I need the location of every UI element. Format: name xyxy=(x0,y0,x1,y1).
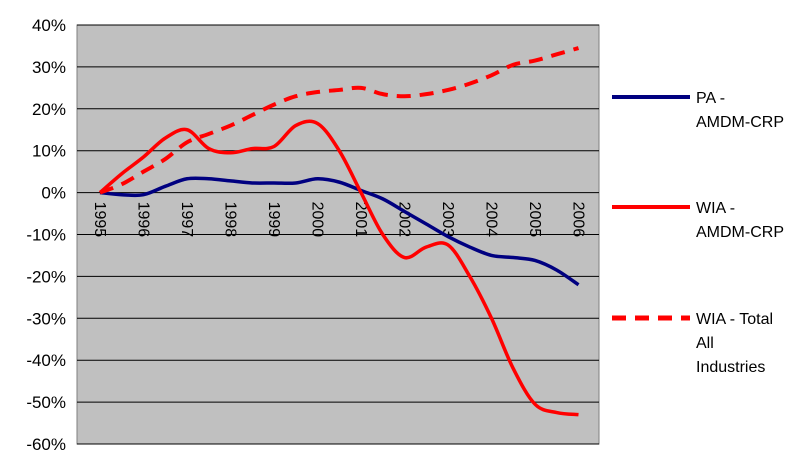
y-tick-label: -20% xyxy=(26,267,66,286)
x-axis-ticks: 1995 1996 1997 1998 1999 2000 2001 2002 2003 2004… xyxy=(91,202,587,238)
series-line-2 xyxy=(98,119,579,417)
x-tick-label: 1997 xyxy=(178,202,195,238)
y-axis-ticks: 40% 30% 20% 10% 0% -10% -20% -30% -40% -50% -60% xyxy=(26,16,66,450)
y-tick-label: 40% xyxy=(32,16,66,35)
x-tick-label: 2006 xyxy=(570,202,587,238)
x-tick-label: 2004 xyxy=(483,202,500,238)
y-tick-label: 20% xyxy=(32,100,66,119)
x-tick-label: 2000 xyxy=(309,202,326,238)
legend-label-3: All xyxy=(696,335,714,352)
x-tick-label: 2003 xyxy=(439,202,456,238)
legend-label-2: WIA - xyxy=(696,200,735,217)
y-tick-label: 10% xyxy=(32,142,66,161)
gridlines xyxy=(77,24,599,445)
y-tick-label: -10% xyxy=(26,226,66,245)
legend-label-3: Industries xyxy=(696,359,765,376)
series-line-1 xyxy=(99,176,580,287)
x-tick-label: 1996 xyxy=(135,202,152,238)
legend-label-3: WIA - Total xyxy=(696,311,773,328)
x-tick-label: 2005 xyxy=(526,202,543,238)
series-line-3 xyxy=(99,46,580,195)
y-tick-label: -40% xyxy=(26,351,66,370)
y-tick-label: 30% xyxy=(32,58,66,77)
y-tick-label: -50% xyxy=(26,393,66,412)
legend-label-1: PA - xyxy=(696,90,725,107)
series-lines xyxy=(98,46,580,417)
legend-label-2: AMDM-CRP xyxy=(696,224,784,241)
x-tick-label: 2001 xyxy=(352,202,369,238)
x-tick-label: 1999 xyxy=(265,202,282,238)
legend: PA - AMDM-CRP WIA - AMDM-CRP WIA - Total All I… xyxy=(612,90,784,376)
legend-label-1: AMDM-CRP xyxy=(696,114,784,131)
y-tick-label: -60% xyxy=(26,435,66,450)
y-tick-label: 0% xyxy=(41,184,66,203)
x-tick-label: 1995 xyxy=(91,202,108,238)
x-tick-label: 1998 xyxy=(222,202,239,238)
y-tick-label: -30% xyxy=(26,309,66,328)
